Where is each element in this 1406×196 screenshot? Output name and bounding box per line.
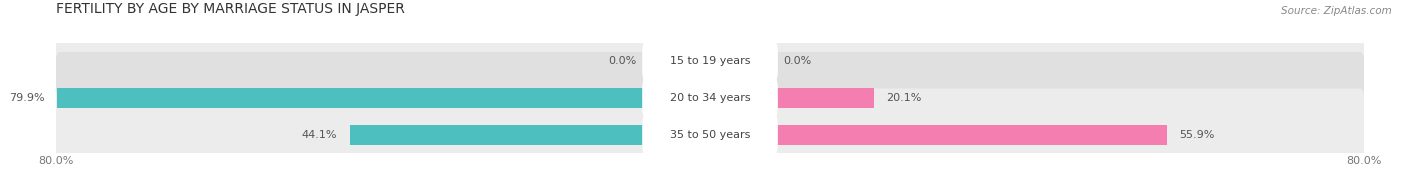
Text: 0.0%: 0.0%: [609, 56, 637, 66]
FancyBboxPatch shape: [643, 42, 778, 81]
Bar: [710, 124, 1167, 145]
FancyBboxPatch shape: [643, 79, 778, 117]
Bar: [58, 88, 710, 108]
Text: 20 to 34 years: 20 to 34 years: [669, 93, 751, 103]
FancyBboxPatch shape: [53, 88, 1367, 181]
Bar: [350, 124, 710, 145]
FancyBboxPatch shape: [643, 115, 778, 154]
FancyBboxPatch shape: [53, 52, 1367, 144]
Text: 55.9%: 55.9%: [1180, 130, 1215, 140]
Text: 44.1%: 44.1%: [302, 130, 337, 140]
FancyBboxPatch shape: [53, 15, 1367, 108]
Text: 0.0%: 0.0%: [783, 56, 811, 66]
Text: 79.9%: 79.9%: [10, 93, 45, 103]
Text: 35 to 50 years: 35 to 50 years: [669, 130, 751, 140]
Bar: [710, 88, 875, 108]
Text: 20.1%: 20.1%: [887, 93, 922, 103]
Text: Source: ZipAtlas.com: Source: ZipAtlas.com: [1281, 6, 1392, 16]
Text: 15 to 19 years: 15 to 19 years: [669, 56, 751, 66]
Text: FERTILITY BY AGE BY MARRIAGE STATUS IN JASPER: FERTILITY BY AGE BY MARRIAGE STATUS IN J…: [56, 2, 405, 16]
